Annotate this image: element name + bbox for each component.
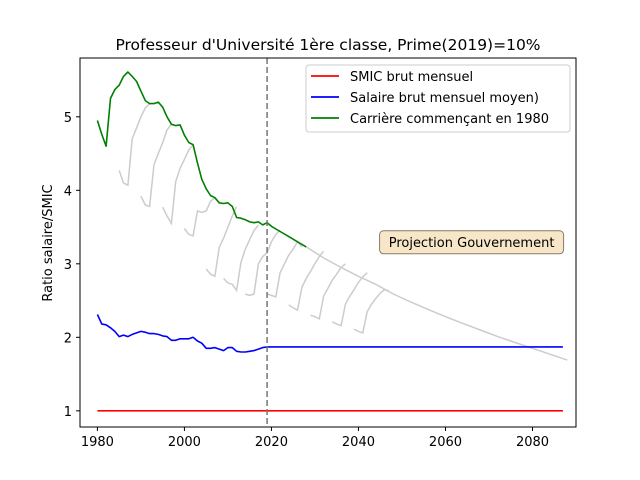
x-tick-label: 2040: [342, 435, 375, 450]
y-tick-label: 1: [64, 405, 72, 420]
background-career-line-1: [118, 103, 151, 187]
y-tick-label: 3: [64, 258, 72, 273]
axes-frame: [79, 57, 577, 428]
x-tick-label: 2060: [429, 435, 462, 450]
series-lines: [96, 71, 563, 412]
chart-title: Professeur d'Université 1ère classe, Pri…: [115, 36, 540, 54]
legend-label-3: Carrière commençant en 1980: [350, 112, 549, 127]
y-axis-label: Ratio salaire/SMIC: [41, 184, 56, 301]
background-career-line-2: [140, 123, 172, 208]
background-career-line-13: [305, 246, 568, 361]
y-tick-label: 2: [64, 331, 72, 346]
projection-annotation: Projection Gouvernement: [379, 230, 565, 255]
series-line-3: [96, 71, 307, 248]
background-career-line-8: [266, 240, 303, 298]
annotation-box: [379, 230, 565, 255]
axes-border: [79, 57, 577, 428]
background-career-line-9: [288, 250, 325, 312]
background-careers: [118, 103, 568, 361]
x-tick-label: 2020: [255, 435, 288, 450]
background-career-line-11: [332, 272, 368, 327]
x-tick-label: 2000: [168, 435, 201, 450]
y-axis: 1 2 3 4 5: [64, 111, 80, 420]
x-axis: 1980 2000 2020 2040 2060 2080: [81, 427, 549, 450]
background-career-line-5: [205, 206, 238, 278]
background-career-line-6: [223, 224, 259, 293]
legend-label-1: SMIC brut mensuel: [350, 70, 473, 85]
legend-box: [305, 64, 571, 133]
background-career-line-10: [310, 263, 346, 321]
background-career-line-4: [183, 197, 216, 237]
y-tick-label: 5: [64, 111, 72, 126]
series-line-2: [96, 314, 563, 353]
background-career-line-7: [245, 229, 281, 297]
x-tick-label: 2080: [516, 435, 549, 450]
legend-label-2: Salaire brut mensuel moyen): [350, 91, 539, 106]
legend: SMIC brut mensuel Salaire brut mensuel mo…: [305, 64, 571, 133]
x-tick-label: 1980: [81, 435, 114, 450]
annotation-text: Projection Gouvernement: [389, 236, 555, 251]
background-career-line-12: [353, 288, 390, 334]
background-career-line-3: [162, 144, 194, 226]
y-tick-label: 4: [64, 184, 72, 199]
